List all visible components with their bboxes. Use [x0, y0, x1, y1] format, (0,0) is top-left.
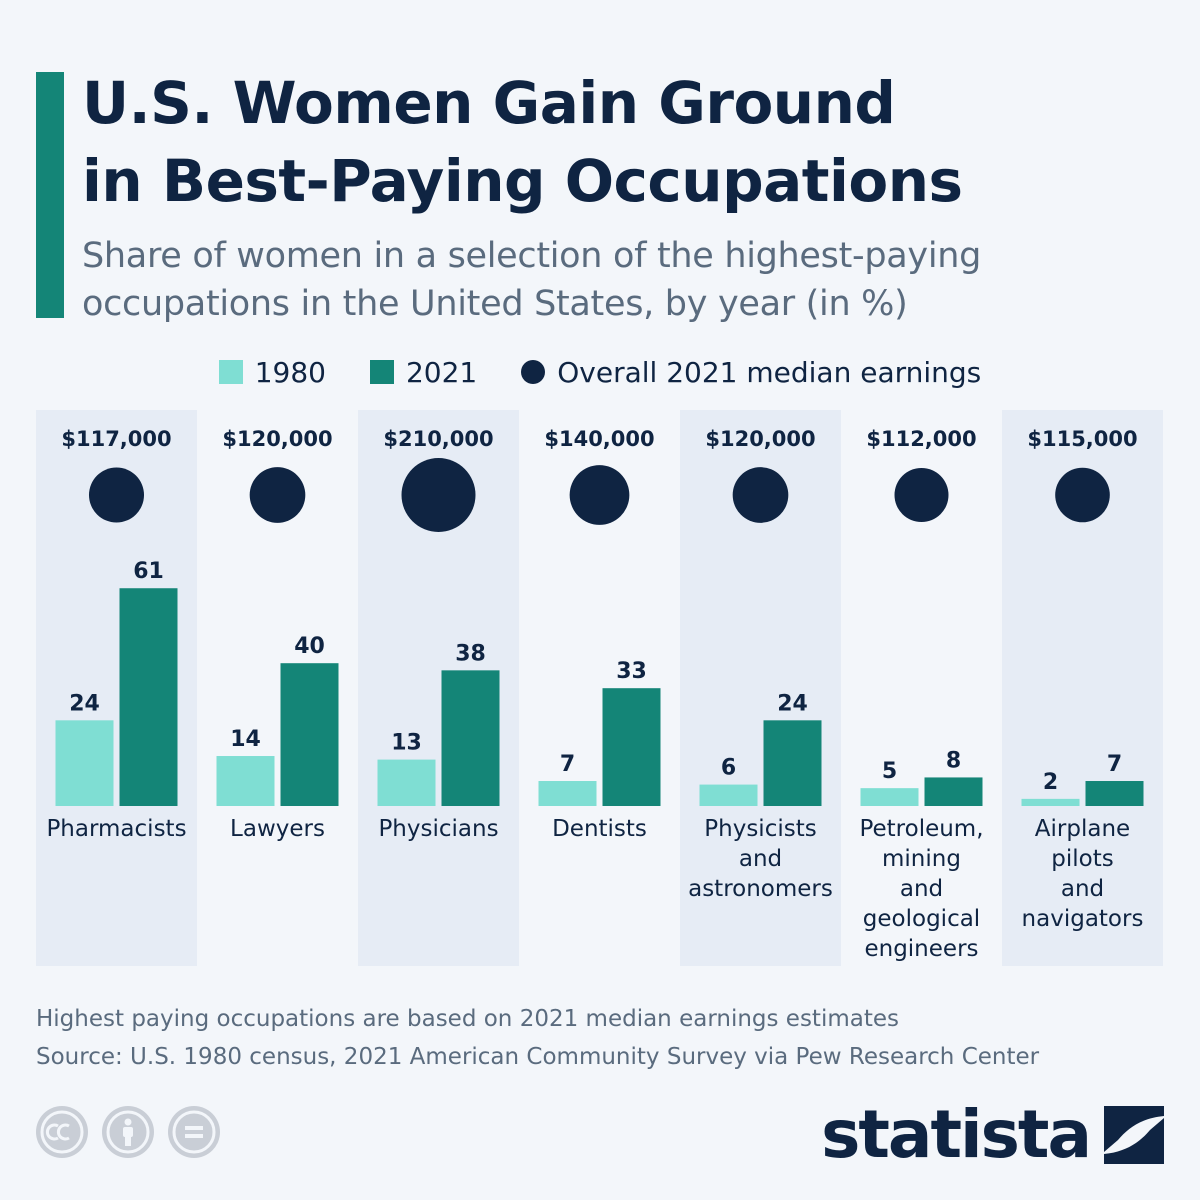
earnings-dot [401, 458, 476, 532]
earnings-label: $140,000 [544, 427, 654, 451]
category-label: Dentists [552, 816, 647, 842]
legend-swatch-2021 [369, 360, 394, 384]
category-label: and [1061, 876, 1104, 902]
title-line-2: in Best-Paying Occupations [82, 147, 963, 215]
no-derivatives-icon[interactable] [168, 1106, 220, 1158]
bar-1980 [55, 720, 114, 806]
data-label-2021: 40 [294, 634, 325, 659]
data-label-2021: 61 [133, 559, 164, 584]
data-label-1980: 6 [721, 756, 736, 781]
category-label: Physicists [704, 816, 816, 842]
category-label: and [739, 846, 782, 872]
legend-label-2021: 2021 [405, 355, 478, 389]
category-label: geological [863, 906, 980, 932]
data-label-2021: 33 [616, 659, 647, 684]
brand-name: statista [821, 1096, 1092, 1173]
earnings-label: $112,000 [866, 427, 976, 451]
legend-swatch-earnings [521, 360, 546, 384]
legend-item-earnings: Overall 2021 median earnings [521, 356, 981, 389]
bar-2021 [280, 663, 339, 806]
earnings-label: $117,000 [61, 427, 171, 451]
legend-label-1980: 1980 [254, 355, 326, 389]
data-label-2021: 38 [455, 641, 486, 666]
legend: 1980 2021 Overall 2021 median earnings [0, 352, 1200, 392]
bar-1980 [538, 781, 597, 806]
category-label: navigators [1022, 906, 1144, 932]
data-label-1980: 2 [1043, 770, 1058, 795]
earnings-dot [249, 467, 306, 523]
data-label-1980: 7 [560, 752, 575, 777]
legend-item-1980: 1980 [218, 355, 326, 389]
data-label-1980: 14 [230, 727, 261, 752]
category-label: pilots [1051, 846, 1113, 872]
category-label: Airplane [1035, 816, 1130, 842]
footnotes: Highest paying occupations are based on … [36, 1000, 1156, 1076]
bar-1980 [216, 756, 275, 806]
license-icons [36, 1106, 220, 1158]
category-label: engineers [864, 936, 978, 962]
category-label: Physicians [378, 816, 498, 842]
attribution-icon[interactable] [102, 1106, 154, 1158]
category-label: mining [882, 846, 961, 872]
category-label: Petroleum, [859, 816, 983, 842]
earnings-dot [88, 467, 145, 523]
earnings-dot [894, 468, 949, 522]
bar-1980 [1021, 798, 1080, 806]
chart-title: U.S. Women Gain Ground in Best-Paying Oc… [82, 64, 1162, 220]
category-label: Lawyers [230, 816, 325, 842]
cc-icon[interactable] [36, 1106, 88, 1158]
subtitle-line-2: occupations in the United States, by yea… [82, 284, 908, 324]
legend-swatch-1980 [218, 360, 243, 384]
earnings-label: $120,000 [705, 427, 815, 451]
bar-chart: $117,000 24 61 Pharmacists $120,000 14 40 Lawye… [36, 410, 1163, 966]
bar-1980 [377, 759, 436, 806]
earnings-label: $115,000 [1027, 427, 1137, 451]
legend-label-earnings: Overall 2021 median earnings [557, 355, 982, 389]
data-label-2021: 7 [1107, 752, 1122, 777]
earnings-label: $120,000 [222, 427, 332, 451]
category-label: Pharmacists [46, 816, 186, 842]
title-line-1: U.S. Women Gain Ground [82, 69, 896, 137]
bar-2021 [602, 688, 661, 806]
chart-subtitle: Share of women in a selection of the hig… [82, 232, 1162, 328]
data-label-2021: 24 [777, 691, 808, 716]
category-label: and [900, 876, 943, 902]
data-label-1980: 5 [882, 759, 897, 784]
legend-item-2021: 2021 [369, 355, 478, 389]
statista-mark-icon [1104, 1106, 1164, 1164]
bar-2021 [763, 720, 822, 806]
title-accent-bar [36, 72, 64, 318]
bar-2021 [441, 670, 500, 806]
statista-logo[interactable]: statista [821, 1100, 1164, 1170]
earnings-dot [732, 467, 789, 523]
data-label-1980: 24 [69, 691, 100, 716]
data-label-2021: 8 [946, 748, 961, 773]
bar-2021 [924, 777, 983, 806]
footnote-note: Highest paying occupations are based on … [36, 1006, 899, 1032]
earnings-dot [569, 465, 630, 525]
bar-2021 [1085, 781, 1144, 806]
bar-1980 [699, 784, 758, 806]
earnings-dot [1055, 467, 1110, 523]
footnote-source: Source: U.S. 1980 census, 2021 American … [36, 1044, 1040, 1070]
subtitle-line-1: Share of women in a selection of the hig… [82, 236, 982, 276]
category-label: astronomers [688, 876, 833, 902]
bar-2021 [119, 588, 178, 806]
bar-1980 [860, 788, 919, 806]
earnings-label: $210,000 [383, 427, 493, 451]
data-label-1980: 13 [391, 731, 422, 756]
